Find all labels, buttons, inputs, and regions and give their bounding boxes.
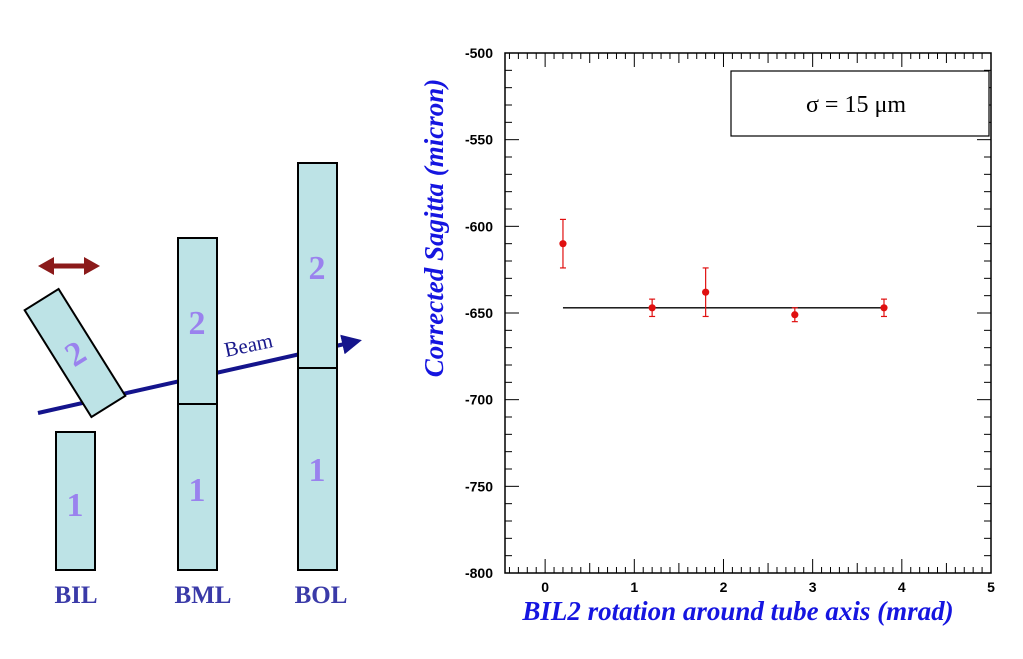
x-axis: 0 1 2 3 4 5 (508, 53, 995, 595)
point-marker (559, 240, 567, 248)
y-tick-label: -800 (465, 565, 493, 581)
bol-segment-2-number: 2 (309, 250, 326, 287)
bil-segment-1-number: 1 (67, 487, 84, 524)
data-point (559, 218, 567, 269)
y-axis-title: Corrected Sagitta (micron) (419, 79, 449, 378)
sagitta-chart: -500 -550 -600 -650 -700 -750 -800 0 1 2 3 4 5 σ = … (419, 45, 995, 626)
y-tick-label: -550 (465, 132, 493, 148)
legend-box: σ = 15 μm (730, 70, 990, 137)
chamber-bol: 2 1 BOL (295, 162, 348, 609)
x-tick-label: 3 (809, 579, 817, 595)
bil-segment-2-rotated: 2 (23, 287, 127, 419)
y-tick-label: -600 (465, 218, 493, 234)
data-points (559, 218, 888, 323)
chamber-bil: 1 2 BIL (23, 287, 127, 609)
beam-label: Beam (222, 328, 275, 362)
x-tick-label: 1 (630, 579, 638, 595)
double-arrow-icon (38, 257, 100, 275)
bol-label: BOL (295, 582, 348, 609)
chamber-bml: 2 1 BML (175, 237, 232, 609)
point-marker (880, 304, 888, 312)
point-marker (702, 288, 710, 296)
bil-segment-2 (23, 287, 127, 419)
point-marker (648, 304, 656, 312)
point-marker (791, 311, 799, 319)
data-point (648, 298, 656, 318)
x-tick-label: 2 (720, 579, 728, 595)
bol-segment-1-number: 1 (309, 452, 326, 489)
y-tick-label: -500 (465, 45, 493, 61)
bil-segment-1 (55, 431, 96, 571)
legend-text: σ = 15 μm (806, 92, 906, 118)
bol-segment-1 (297, 367, 338, 571)
y-axis: -500 -550 -600 -650 -700 -750 -800 (465, 45, 991, 581)
x-tick-label: 0 (541, 579, 549, 595)
data-point (791, 307, 799, 323)
bil-label: BIL (54, 582, 97, 609)
bml-segment-2 (177, 237, 218, 405)
data-point (702, 267, 710, 318)
x-axis-title: BIL2 rotation around tube axis (mrad) (521, 596, 953, 626)
data-point (880, 298, 888, 318)
x-tick-label: 4 (898, 579, 906, 595)
x-tick-label: 5 (987, 579, 995, 595)
chamber-diagram: Beam 1 2 BIL 2 1 BML (23, 162, 362, 609)
y-tick-label: -700 (465, 392, 493, 408)
bml-segment-2-number: 2 (189, 305, 206, 342)
bml-segment-1-number: 1 (189, 472, 206, 509)
y-tick-label: -650 (465, 305, 493, 321)
bml-label: BML (175, 582, 232, 609)
bml-segment-1 (177, 403, 218, 571)
y-tick-label: -750 (465, 478, 493, 494)
